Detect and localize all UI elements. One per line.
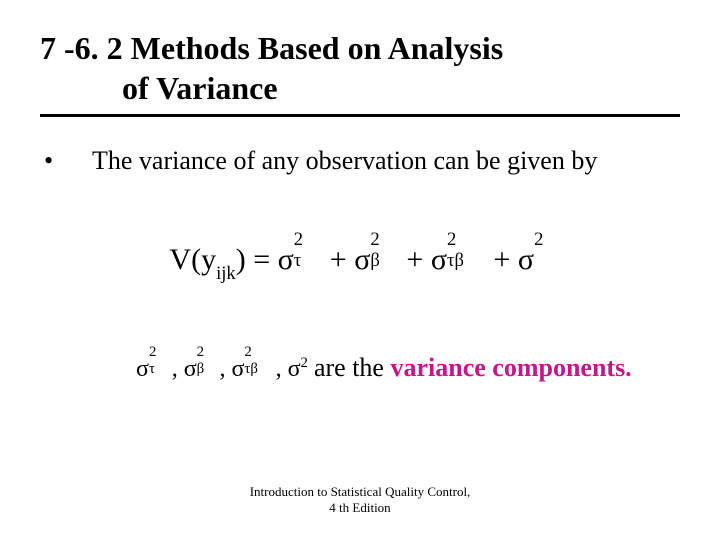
comp-sigma-4: σ <box>288 356 301 382</box>
eq-sigma-2-sub: β <box>370 250 379 272</box>
components-list: σ2τ, σ2β, σ2τβ, σ2 <box>136 356 314 382</box>
slide-footer: Introduction to Statistical Quality Cont… <box>0 484 720 517</box>
eq-sigma-1: σ <box>278 243 294 276</box>
comp-sigma-3-scripts: 2τβ <box>244 352 275 376</box>
comp-comma-3: , <box>276 356 288 382</box>
eq-sigma-2-sup: 2 <box>370 229 379 251</box>
eq-sigma-1-scripts: 2τ <box>294 239 323 269</box>
components-row: σ2τ, σ2β, σ2τβ, σ2 are the variance comp… <box>44 352 676 383</box>
variance-components-highlight: variance components. <box>390 353 631 382</box>
comp-comma-1: , <box>172 356 184 382</box>
eq-V-open: V( <box>169 243 201 276</box>
eq-sigma-1-sub: τ <box>294 250 301 272</box>
components-tail-pre: are the <box>314 353 391 382</box>
footer-line1: Introduction to Statistical Quality Cont… <box>250 484 471 499</box>
eq-sigma-4: σ <box>518 243 534 276</box>
equation-row: V(yijk) = σ2τ + σ2β + σ2τβ + σ2 <box>44 239 676 282</box>
comp-sigma-1-sub: τ <box>149 361 155 378</box>
eq-sigma-3-sup: 2 <box>447 229 456 251</box>
eq-close-paren: ) <box>236 243 246 276</box>
eq-plus-1: + <box>322 243 354 276</box>
comp-sigma-1-sup: 2 <box>149 344 156 361</box>
comp-sigma-3: σ <box>231 356 244 382</box>
eq-sigma-3-scripts: 2τβ <box>447 239 486 269</box>
eq-plus-3: + <box>486 243 518 276</box>
comp-comma-2: , <box>219 356 231 382</box>
eq-sigma-4-scripts: 2 <box>534 239 551 269</box>
eq-sigma-4-sup: 2 <box>534 229 543 251</box>
comp-sigma-1-scripts: 2τ <box>149 352 172 376</box>
variance-equation: V(yijk) = σ2τ + σ2β + σ2τβ + σ2 <box>169 243 550 276</box>
eq-sigma-3-sub: τβ <box>447 250 464 272</box>
bullet-text: The variance of any observation can be g… <box>92 143 597 178</box>
title-line2: of Variance <box>40 70 278 106</box>
slide-body: • The variance of any observation can be… <box>0 117 720 383</box>
comp-sigma-1: σ <box>136 356 149 382</box>
comp-sigma-3-sup: 2 <box>244 344 251 361</box>
comp-sigma-2-scripts: 2β <box>197 352 220 376</box>
footer-line2: 4 th Edition <box>329 500 390 515</box>
eq-sigma-3: σ <box>431 243 447 276</box>
title-block: 7 -6. 2 Methods Based on Analysis of Var… <box>0 0 720 108</box>
bullet-mark: • <box>44 143 92 179</box>
eq-equals: = <box>246 243 278 276</box>
eq-sigma-2: σ <box>354 243 370 276</box>
comp-sigma-3-sub: τβ <box>244 361 258 378</box>
eq-sigma-2-scripts: 2β <box>370 239 399 269</box>
eq-plus-2: + <box>399 243 431 276</box>
comp-sigma-4-sup: 2 <box>301 355 308 371</box>
slide-title: 7 -6. 2 Methods Based on Analysis of Var… <box>40 28 680 108</box>
eq-y-sub: ijk <box>216 263 236 284</box>
comp-sigma-2-sup: 2 <box>197 344 204 361</box>
title-line1: 7 -6. 2 Methods Based on Analysis <box>40 30 503 66</box>
eq-y: y <box>201 243 216 276</box>
comp-sigma-2: σ <box>184 356 197 382</box>
slide: 7 -6. 2 Methods Based on Analysis of Var… <box>0 0 720 540</box>
bullet-item: • The variance of any observation can be… <box>44 143 676 179</box>
comp-sigma-2-sub: β <box>197 361 205 378</box>
eq-sigma-1-sup: 2 <box>294 229 303 251</box>
